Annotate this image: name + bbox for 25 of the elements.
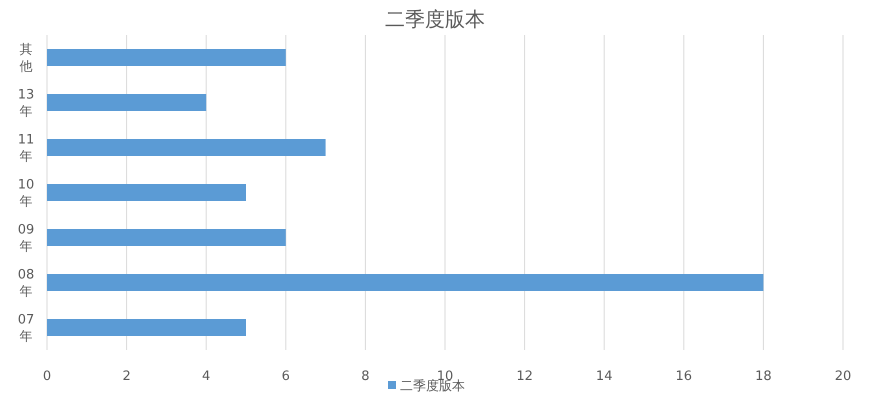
x-tick-label: 12 [516,369,533,384]
bar [47,139,326,156]
y-tick-label: 11年 [18,132,34,164]
x-tick-label: 14 [596,369,612,384]
y-tick-label: 其他 [20,42,32,74]
x-tick-label: 20 [834,369,852,384]
x-tick-label: 18 [755,369,772,384]
bar [47,274,764,291]
y-tick-label: 09年 [18,222,34,254]
bar [47,94,206,111]
bar [47,229,286,246]
bar [47,49,286,66]
x-tick-label: 16 [676,369,692,384]
x-tick-label: 2 [122,369,131,384]
y-tick-label: 13年 [18,88,34,120]
x-tick-label: 0 [42,369,52,384]
x-tick-label: 6 [282,369,290,384]
bar [47,319,246,336]
y-tick-label: 07年 [18,312,34,344]
y-tick-label: 10年 [18,178,34,210]
y-tick-label: 08年 [18,268,34,300]
bar [47,184,246,201]
x-tick-label: 8 [361,369,370,384]
x-tick-label: 4 [202,369,210,384]
chart-title: 二季度版本 [385,7,485,31]
